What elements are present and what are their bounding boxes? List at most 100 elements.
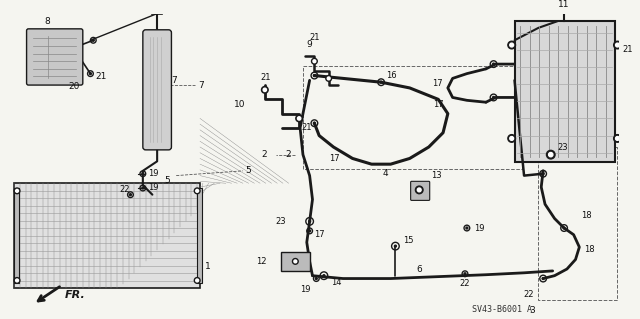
Circle shape (292, 258, 298, 264)
Circle shape (380, 81, 382, 83)
Text: 5: 5 (164, 176, 170, 185)
Circle shape (510, 137, 513, 140)
Circle shape (394, 245, 396, 247)
Text: 17: 17 (433, 79, 443, 88)
Circle shape (195, 278, 200, 283)
Text: 6: 6 (417, 264, 422, 273)
Text: 23: 23 (557, 143, 568, 152)
Text: 2: 2 (285, 150, 291, 159)
Circle shape (327, 77, 330, 80)
Text: 10: 10 (234, 100, 246, 109)
Circle shape (298, 117, 301, 120)
Circle shape (314, 75, 316, 77)
Circle shape (314, 122, 316, 124)
Text: 11: 11 (558, 0, 570, 9)
Text: 19: 19 (148, 169, 158, 178)
Circle shape (510, 43, 513, 47)
Circle shape (542, 173, 544, 175)
Text: 15: 15 (403, 236, 413, 245)
Circle shape (142, 187, 144, 189)
Text: 19: 19 (300, 286, 310, 294)
Circle shape (563, 227, 565, 229)
Text: 4: 4 (383, 169, 388, 178)
Text: 14: 14 (332, 278, 342, 287)
Circle shape (129, 194, 131, 196)
Text: 16: 16 (386, 71, 397, 80)
Text: 8: 8 (45, 17, 51, 26)
Text: 13: 13 (431, 171, 442, 180)
Circle shape (294, 260, 297, 263)
Circle shape (316, 278, 317, 279)
Circle shape (326, 76, 332, 81)
Bar (14, 183, 200, 288)
Circle shape (262, 86, 268, 93)
Text: 21: 21 (260, 73, 271, 82)
Circle shape (90, 73, 92, 75)
Circle shape (323, 275, 325, 277)
Text: FR.: FR. (65, 290, 86, 300)
Circle shape (15, 279, 19, 282)
Circle shape (547, 150, 555, 159)
Circle shape (308, 230, 310, 232)
Bar (303, 66, 522, 169)
Circle shape (196, 189, 198, 192)
Text: 17: 17 (329, 154, 339, 163)
Circle shape (313, 60, 316, 63)
Circle shape (493, 97, 495, 98)
Circle shape (542, 278, 544, 279)
Circle shape (616, 137, 620, 140)
Text: 22: 22 (524, 290, 534, 299)
Circle shape (466, 227, 468, 229)
Text: 5: 5 (246, 166, 252, 175)
FancyBboxPatch shape (411, 181, 429, 200)
Text: SV43-B6001 A: SV43-B6001 A (472, 306, 532, 315)
Circle shape (312, 58, 317, 64)
Text: 21: 21 (95, 72, 107, 81)
Circle shape (196, 279, 198, 282)
Circle shape (614, 135, 621, 142)
Text: 20: 20 (68, 82, 80, 91)
Bar (14, 188, 19, 283)
Text: 7: 7 (198, 81, 204, 90)
Text: 1: 1 (205, 262, 211, 271)
Bar (515, 21, 614, 162)
Text: 17: 17 (433, 100, 444, 109)
Text: 19: 19 (474, 224, 485, 233)
Text: 21: 21 (301, 123, 312, 132)
Circle shape (508, 41, 515, 49)
Circle shape (417, 188, 421, 192)
Text: 22: 22 (460, 279, 470, 288)
Text: 7: 7 (172, 76, 177, 85)
Text: 9: 9 (307, 40, 312, 48)
FancyBboxPatch shape (143, 30, 172, 150)
Circle shape (308, 220, 310, 222)
Circle shape (415, 186, 423, 194)
Circle shape (508, 135, 515, 142)
Circle shape (195, 188, 200, 194)
Circle shape (493, 63, 495, 65)
Circle shape (614, 41, 621, 49)
Text: 19: 19 (148, 183, 158, 192)
Bar (538, 147, 616, 300)
Text: 18: 18 (584, 245, 595, 255)
Bar (281, 252, 310, 271)
Circle shape (14, 278, 20, 283)
Circle shape (296, 115, 303, 122)
Text: 12: 12 (256, 257, 267, 266)
Circle shape (142, 173, 144, 175)
Text: 17: 17 (314, 230, 325, 239)
Circle shape (15, 189, 19, 192)
Circle shape (14, 188, 20, 194)
Circle shape (263, 88, 266, 92)
Circle shape (548, 152, 553, 157)
Circle shape (616, 43, 620, 47)
Text: 21: 21 (309, 33, 319, 42)
Circle shape (464, 273, 466, 275)
Bar (197, 188, 202, 283)
Text: 18: 18 (581, 211, 592, 220)
Text: 3: 3 (529, 307, 534, 315)
Circle shape (92, 39, 94, 41)
Text: 21: 21 (622, 45, 633, 54)
Text: 22: 22 (119, 185, 129, 194)
Text: 23: 23 (275, 217, 286, 226)
